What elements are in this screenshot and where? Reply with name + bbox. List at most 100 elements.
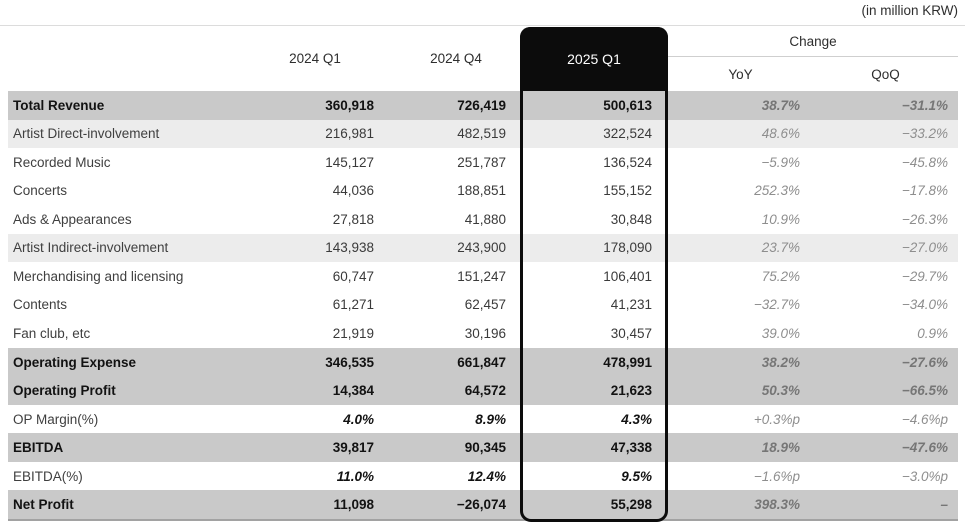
row-label: Artist Indirect-involvement bbox=[13, 240, 169, 256]
cell-2024-q4: 90,345 bbox=[464, 440, 506, 456]
cell-yoy: 398.3% bbox=[754, 497, 800, 513]
row-label: Ads & Appearances bbox=[13, 211, 132, 227]
cell-2024-q4: −26,074 bbox=[456, 497, 506, 513]
cell-2024-q1: 21,919 bbox=[332, 326, 374, 342]
cell-qoq: −27.6% bbox=[901, 354, 948, 370]
row-label: Recorded Music bbox=[13, 154, 111, 170]
cell-qoq: −17.8% bbox=[901, 183, 948, 199]
cell-qoq: −47.6% bbox=[901, 440, 948, 456]
cell-qoq: −26.3% bbox=[901, 211, 948, 227]
row-label: EBITDA bbox=[13, 440, 64, 456]
cell-2024-q1: 27,818 bbox=[332, 211, 374, 227]
cell-2024-q1: 143,938 bbox=[325, 240, 374, 256]
table-row: Concerts 44,036 188,851 155,152 252.3% −17.8% bbox=[8, 176, 958, 206]
cell-2024-q1: 39,817 bbox=[332, 440, 374, 456]
row-label: Net Profit bbox=[13, 497, 74, 513]
column-header-2024-q4: 2024 Q4 bbox=[430, 51, 482, 66]
header-spacer bbox=[8, 26, 240, 91]
table-row: Merchandising and licensing 60,747 151,247… bbox=[8, 262, 958, 291]
column-header-2025-q1: 2025 Q1 bbox=[567, 51, 621, 67]
table-row: Contents 61,271 62,457 41,231 −32.7% −34.0% bbox=[8, 290, 958, 320]
change-header-group: Change YoY QoQ bbox=[668, 26, 958, 91]
cell-2025-q1: 47,338 bbox=[610, 440, 652, 456]
cell-yoy: −32.7% bbox=[753, 297, 800, 313]
table-row: OP Margin(%) 4.0% 8.9% 4.3% +0.3%p −4.6%p bbox=[8, 404, 958, 434]
cell-qoq: −34.0% bbox=[901, 297, 948, 313]
cell-2024-q1: 44,036 bbox=[332, 183, 374, 199]
row-label: Operating Expense bbox=[13, 354, 137, 370]
column-header-2024-q1: 2024 Q1 bbox=[289, 51, 341, 66]
cell-2024-q4: 482,519 bbox=[457, 126, 506, 142]
cell-yoy: 39.0% bbox=[761, 326, 800, 342]
cell-2024-q1: 60,747 bbox=[332, 268, 374, 284]
cell-2025-q1: 55,298 bbox=[610, 497, 652, 513]
cell-yoy: 23.7% bbox=[761, 240, 800, 256]
table-row: Net Profit 11,098 −26,074 55,298 398.3% – bbox=[8, 490, 958, 521]
table-row: EBITDA(%) 11.0% 12.4% 9.5% −1.6%p −3.0%p bbox=[8, 461, 958, 491]
cell-2025-q1: 21,623 bbox=[610, 383, 652, 399]
cell-2024-q4: 661,847 bbox=[457, 354, 506, 370]
row-label: Fan club, etc bbox=[13, 326, 91, 342]
row-label: Operating Profit bbox=[13, 383, 116, 399]
cell-2025-q1: 178,090 bbox=[603, 240, 652, 256]
cell-2024-q4: 8.9% bbox=[475, 411, 506, 427]
table-row: Artist Direct-involvement 216,981 482,519 3… bbox=[8, 119, 958, 149]
cell-qoq: −31.1% bbox=[901, 97, 948, 113]
row-label: Total Revenue bbox=[13, 97, 105, 113]
row-label: EBITDA(%) bbox=[13, 468, 83, 484]
cell-2025-q1: 30,848 bbox=[610, 211, 652, 227]
cell-2024-q4: 151,247 bbox=[457, 268, 506, 284]
cell-qoq: −29.7% bbox=[901, 268, 948, 284]
column-header-yoy: YoY bbox=[728, 66, 753, 82]
cell-yoy: 48.6% bbox=[761, 126, 800, 142]
cell-2025-q1: 500,613 bbox=[603, 97, 652, 113]
row-label: Contents bbox=[13, 297, 68, 313]
cell-2025-q1: 478,991 bbox=[603, 354, 652, 370]
table-row: Ads & Appearances 27,818 41,880 30,848 10.9%… bbox=[8, 205, 958, 234]
cell-yoy: −1.6%p bbox=[753, 468, 800, 484]
table-row: Recorded Music 145,127 251,787 136,524 −5.9%… bbox=[8, 148, 958, 177]
table-body: Total Revenue 360,918 726,419 500,613 38.7% −… bbox=[8, 91, 958, 521]
table-row: Operating Profit 14,384 64,572 21,623 50.3% −… bbox=[8, 376, 958, 405]
cell-2025-q1: 322,524 bbox=[603, 126, 652, 142]
column-header-change: Change bbox=[668, 26, 958, 57]
cell-2024-q1: 4.0% bbox=[343, 411, 374, 427]
cell-2024-q1: 14,384 bbox=[332, 383, 374, 399]
cell-yoy: +0.3%p bbox=[753, 411, 800, 427]
cell-qoq: – bbox=[940, 497, 948, 513]
cell-yoy: 38.2% bbox=[761, 354, 800, 370]
column-header-qoq: QoQ bbox=[871, 66, 900, 82]
cell-2024-q1: 216,981 bbox=[325, 126, 374, 142]
cell-2025-q1: 136,524 bbox=[603, 154, 652, 170]
cell-2025-q1: 155,152 bbox=[603, 183, 652, 199]
cell-2024-q1: 11.0% bbox=[336, 468, 374, 484]
table-row: Total Revenue 360,918 726,419 500,613 38.7% −… bbox=[8, 91, 958, 120]
cell-2024-q4: 41,880 bbox=[464, 211, 506, 227]
cell-2024-q4: 188,851 bbox=[457, 183, 506, 199]
cell-2024-q1: 61,271 bbox=[332, 297, 374, 313]
cell-2024-q4: 243,900 bbox=[457, 240, 506, 256]
row-label: Artist Direct-involvement bbox=[13, 126, 160, 142]
cell-2025-q1: 106,401 bbox=[603, 268, 652, 284]
cell-2024-q1: 346,535 bbox=[325, 354, 374, 370]
table-row: EBITDA 39,817 90,345 47,338 18.9% −47.6% bbox=[8, 433, 958, 462]
cell-qoq: −33.2% bbox=[901, 126, 948, 142]
change-subheaders: YoY QoQ bbox=[668, 57, 958, 91]
table-row: Fan club, etc 21,919 30,196 30,457 39.0% 0.9% bbox=[8, 319, 958, 348]
cell-2024-q4: 64,572 bbox=[464, 383, 506, 399]
row-label: Concerts bbox=[13, 183, 68, 199]
cell-yoy: 18.9% bbox=[761, 440, 800, 456]
cell-2025-q1: 30,457 bbox=[610, 326, 652, 342]
cell-qoq: −27.0% bbox=[901, 240, 948, 256]
cell-qoq: 0.9% bbox=[917, 326, 948, 342]
cell-yoy: −5.9% bbox=[761, 154, 800, 170]
cell-2024-q4: 726,419 bbox=[457, 97, 506, 113]
cell-2025-q1: 41,231 bbox=[610, 297, 652, 313]
table-header: 2024 Q1 2024 Q4 Change YoY QoQ bbox=[8, 26, 958, 91]
table-row: Operating Expense 346,535 661,847 478,991 38… bbox=[8, 347, 958, 377]
cell-2024-q1: 360,918 bbox=[325, 97, 374, 113]
cell-qoq: −66.5% bbox=[901, 383, 948, 399]
cell-2024-q1: 11,098 bbox=[333, 497, 374, 513]
cell-2024-q4: 62,457 bbox=[464, 297, 506, 313]
